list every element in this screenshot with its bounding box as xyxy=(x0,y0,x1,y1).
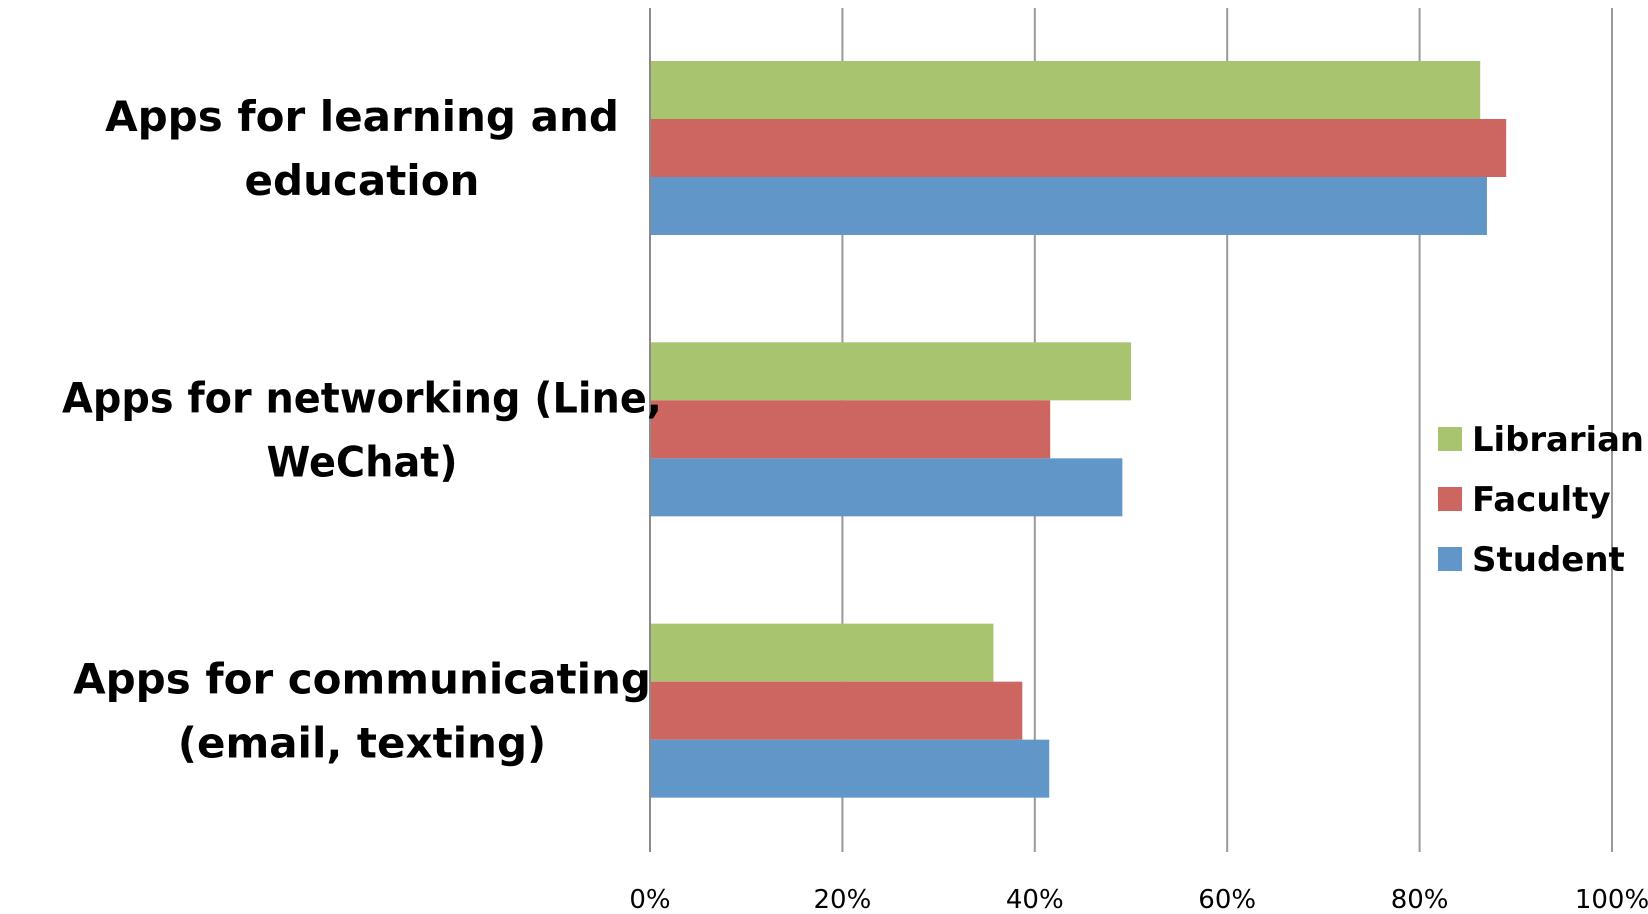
legend: Librarian Faculty Student xyxy=(1438,420,1644,580)
bar-faculty xyxy=(650,681,1023,740)
category-label: Apps for networking (Line, WeChat) xyxy=(62,373,662,486)
x-tick-label: 60% xyxy=(1198,885,1256,914)
legend-label-student: Student xyxy=(1472,540,1625,580)
legend-label-faculty: Faculty xyxy=(1472,480,1611,520)
legend-label-librarian: Librarian xyxy=(1472,420,1644,460)
x-tick-label: 0% xyxy=(629,885,670,914)
legend-swatch-student xyxy=(1438,547,1462,571)
bar-librarian xyxy=(650,61,1481,119)
bar-librarian xyxy=(650,342,1131,401)
bar-faculty xyxy=(650,119,1507,177)
x-tick-label: 20% xyxy=(814,885,872,914)
category-labels: Apps for learning and education Apps for n… xyxy=(62,92,662,768)
x-tick-label: 80% xyxy=(1391,885,1449,914)
bar-librarian xyxy=(650,623,994,682)
tick-labels: 0% 20% 40% 60% 80% 100% xyxy=(629,885,1648,914)
bar-student xyxy=(650,739,1050,798)
category-label: Apps for learning and education xyxy=(105,92,619,205)
bars xyxy=(650,61,1507,798)
bar-student xyxy=(650,458,1123,517)
bar-student xyxy=(650,177,1487,235)
category-label: Apps for communicating (email, texting) xyxy=(73,655,651,768)
bar-faculty xyxy=(650,400,1051,459)
legend-swatch-faculty xyxy=(1438,487,1462,511)
x-tick-label: 40% xyxy=(1006,885,1064,914)
legend-swatch-librarian xyxy=(1438,427,1462,451)
x-tick-label: 100% xyxy=(1575,885,1648,914)
